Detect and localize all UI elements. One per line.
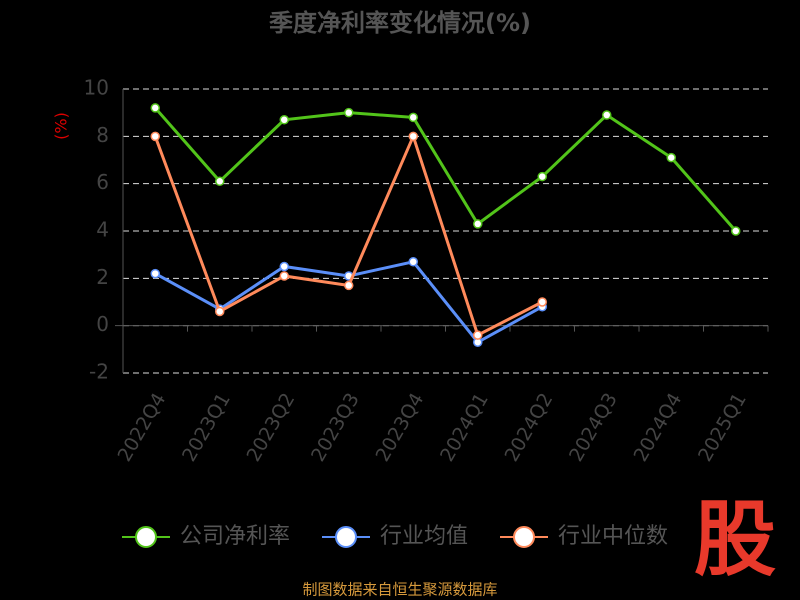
data-point — [666, 152, 676, 163]
data-point — [150, 103, 160, 113]
y-tick-label: -2 — [89, 360, 109, 384]
data-point — [150, 131, 160, 142]
x-tick-label: 2022Q4 — [114, 389, 171, 465]
legend-marker — [135, 526, 157, 548]
data-point — [731, 226, 741, 236]
chart-title: 季度净利率变化情况(%) — [269, 9, 531, 37]
data-point — [279, 271, 289, 281]
x-tick-label: 2023Q2 — [243, 389, 300, 465]
y-tick-label: 10 — [84, 76, 109, 100]
data-point — [344, 280, 354, 291]
data-point — [537, 297, 547, 307]
legend-label: 行业均值 — [380, 524, 468, 549]
x-tick-label: 2024Q4 — [630, 389, 687, 465]
data-point — [408, 257, 418, 267]
y-tick-label: 2 — [96, 265, 109, 289]
data-point — [537, 171, 547, 182]
x-tick-label: 2024Q1 — [436, 389, 493, 465]
x-tick-label: 2024Q3 — [565, 389, 622, 465]
x-tick-label: 2023Q3 — [307, 389, 364, 465]
legend-marker — [335, 526, 357, 548]
data-point — [279, 261, 289, 272]
legend-label: 公司净利率 — [180, 524, 290, 549]
legend-label: 行业中位数 — [558, 524, 668, 549]
x-tick-label: 2023Q4 — [372, 389, 429, 465]
y-tick-label: 0 — [96, 312, 109, 336]
series-line — [154, 106, 737, 232]
y-tick-label: 8 — [96, 123, 109, 147]
data-point — [408, 131, 418, 142]
logo: 股 — [694, 492, 776, 587]
data-point — [215, 306, 225, 317]
data-point — [150, 268, 160, 279]
data-point — [473, 219, 483, 229]
data-point — [279, 115, 289, 125]
y-tick-label: 6 — [96, 170, 109, 194]
y-tick-label: 4 — [96, 218, 109, 242]
legend-marker — [513, 526, 535, 548]
data-point — [473, 330, 483, 340]
data-point — [602, 110, 612, 120]
source-note: 制图数据来自恒生聚源数据库 — [302, 581, 497, 599]
data-point — [215, 176, 225, 187]
x-tick-label: 2025Q1 — [694, 389, 751, 465]
y-axis-label: (%) — [52, 112, 71, 140]
x-tick-label: 2023Q1 — [178, 389, 235, 465]
data-point — [344, 107, 354, 118]
x-tick-label: 2024Q2 — [501, 389, 558, 465]
data-point — [408, 112, 418, 123]
